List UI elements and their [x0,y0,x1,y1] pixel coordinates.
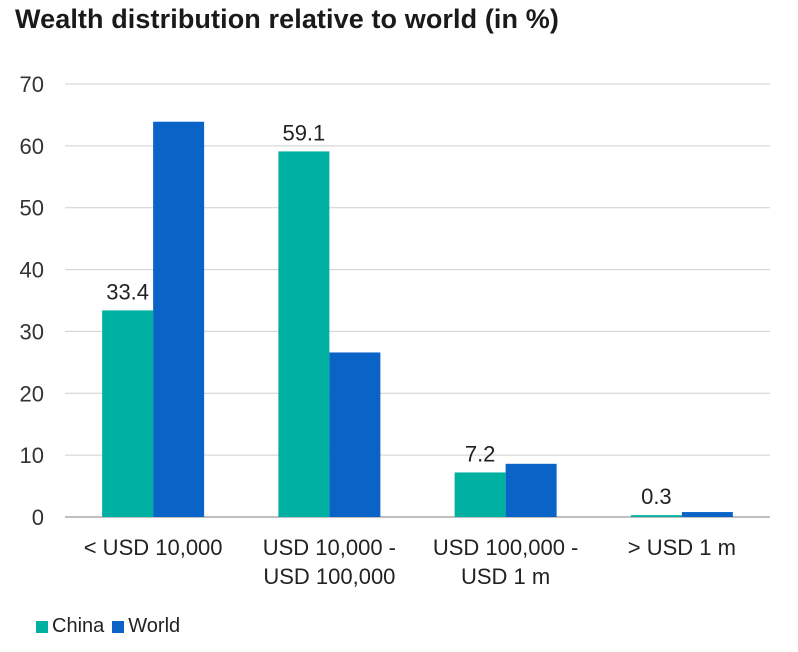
y-tick-label: 70 [20,72,44,97]
x-category-label: USD 10,000 - [263,535,396,560]
data-label-china: 59.1 [282,120,325,145]
bars [102,121,733,518]
x-category-label: USD 1 m [461,564,550,589]
x-axis-categories: < USD 10,000 USD 10,000 - USD 100,000 USD 1… [84,535,736,589]
legend-item-china: China [36,615,104,638]
y-axis-ticks: 0 10 20 30 40 50 60 70 [20,72,44,530]
y-tick-label: 10 [20,443,44,468]
bar-china [278,151,330,517]
legend-label-china: China [52,615,105,637]
bar-chart: 0 10 20 30 40 50 60 70 33.4 59.1 7.2 0.3 < USD 10,… [20,72,770,589]
data-label-china: 0.3 [641,484,672,509]
x-category-label: > USD 1 m [628,535,736,560]
bar-world [329,352,381,517]
y-tick-label: 0 [32,505,44,530]
bar-china [630,515,682,517]
bar-world [505,463,557,517]
y-tick-label: 30 [20,319,44,344]
data-label-china: 33.4 [106,279,149,304]
bar-china [454,472,506,517]
x-category-label: USD 100,000 - [433,535,579,560]
chart-title: Wealth distribution relative to world (i… [15,4,559,34]
legend-swatch-china [36,620,48,633]
legend-swatch-world [112,620,125,633]
x-category-label: USD 100,000 [263,564,395,589]
bar-world [153,121,205,518]
bar-world [681,512,733,517]
data-labels: 33.4 59.1 7.2 0.3 [106,120,671,509]
legend-label-world: World [128,615,181,637]
y-tick-label: 60 [20,134,44,159]
y-tick-label: 20 [20,381,44,406]
legend: China World [36,615,188,638]
legend-item-world: World [112,615,180,638]
y-tick-label: 40 [20,258,44,283]
x-category-label: < USD 10,000 [84,535,223,560]
bar-china [102,310,154,517]
data-label-china: 7.2 [465,441,496,466]
y-tick-label: 50 [20,196,44,221]
